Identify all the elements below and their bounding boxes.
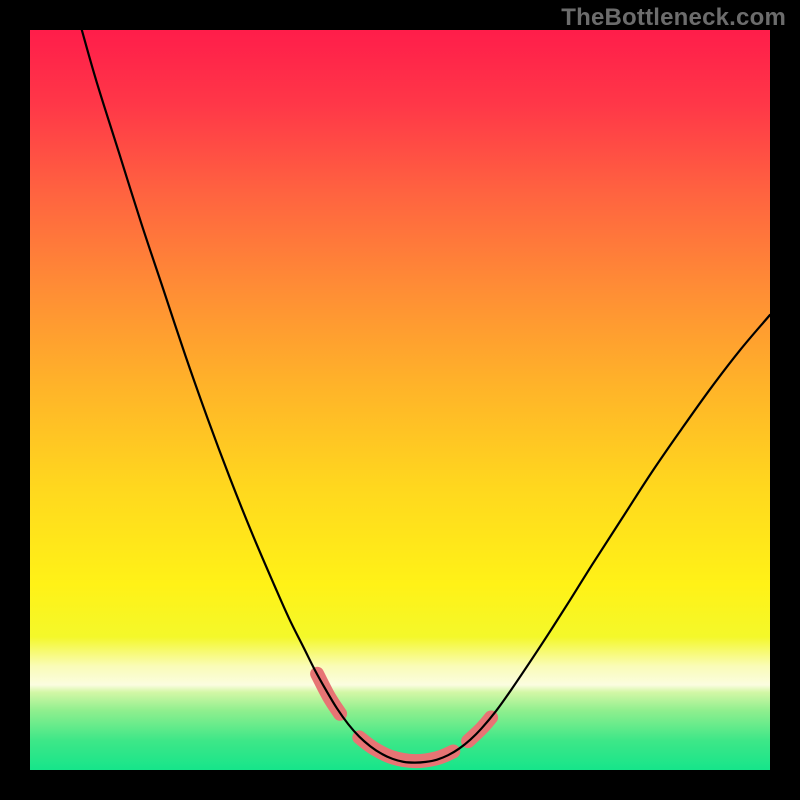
plot-area: [30, 30, 770, 770]
bottleneck-chart: [30, 30, 770, 770]
chart-frame: TheBottleneck.com: [0, 0, 800, 800]
watermark-text: TheBottleneck.com: [561, 4, 786, 32]
gradient-background: [30, 30, 770, 770]
